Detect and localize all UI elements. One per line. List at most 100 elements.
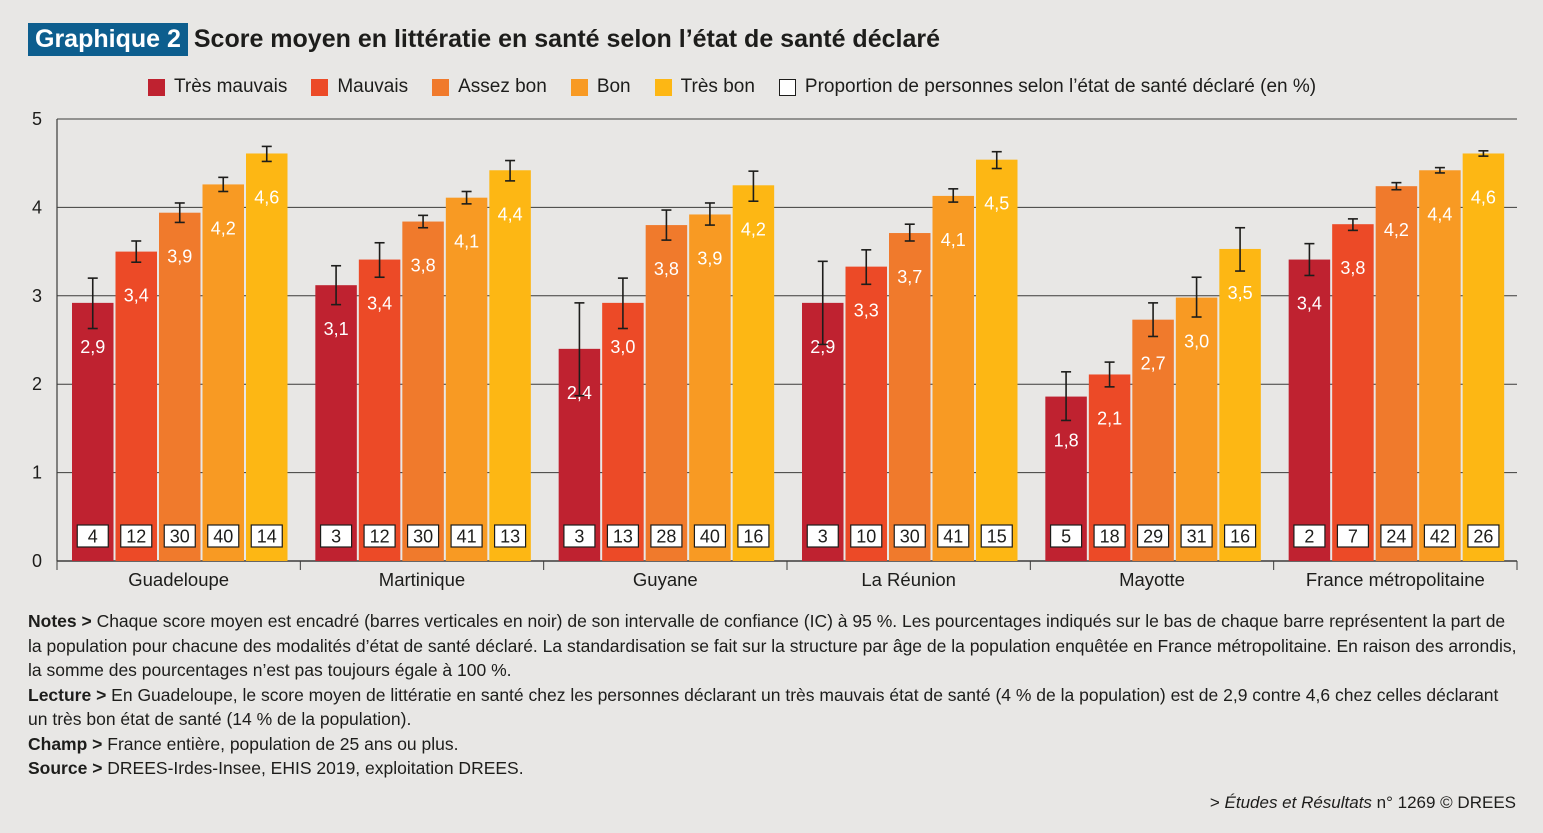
bar-value-label: 3,8	[1340, 258, 1365, 278]
proportion-box	[493, 524, 527, 548]
proportion-label: 14	[257, 527, 277, 547]
legend-item-mauvais: Mauvais	[311, 76, 408, 98]
proportion-label: 13	[500, 527, 520, 547]
bar	[1375, 186, 1418, 561]
bar-value-label: 3,7	[897, 267, 922, 287]
source-paragraph: Source > DREES-Irdes-Insee, EHIS 2019, e…	[28, 756, 1518, 781]
bar	[1419, 170, 1461, 561]
legend-swatch	[148, 78, 165, 96]
figure-tag: Graphique 2	[28, 22, 188, 56]
proportion-label: 7	[1348, 527, 1358, 547]
bar	[1332, 224, 1374, 562]
bar-value-label: 4,1	[941, 230, 966, 250]
credit-line: > Études et Résultats n° 1269 © DREES	[1210, 793, 1516, 813]
notes-text: Chaque score moyen est encadré (barres v…	[28, 611, 1517, 680]
proportion-label: 31	[1187, 527, 1207, 547]
legend-swatch-proportion	[778, 78, 796, 96]
proportion-label: 28	[656, 527, 676, 547]
proportion-label: 16	[743, 527, 763, 547]
legend-item-assez-bon: Assez bon	[432, 76, 547, 98]
bar-value-label: 3,5	[1228, 283, 1253, 303]
bar-value-label: 4,4	[1427, 204, 1452, 224]
proportion-box	[1223, 524, 1257, 548]
notes-paragraph: Notes > Chaque score moyen est encadré (…	[28, 609, 1518, 683]
legend-item-tres-mauvais: Très mauvais	[148, 76, 287, 98]
legend-swatch	[570, 78, 588, 96]
proportion-box	[1136, 524, 1170, 548]
legend-label-proportion: Proportion de personnes selon l’état de …	[804, 76, 1317, 97]
bar	[889, 233, 931, 561]
notes-label: Notes >	[28, 611, 92, 631]
bar-value-label: 3,9	[167, 247, 192, 267]
legend: Très mauvais Mauvais Assez bon Bon Très …	[148, 74, 1340, 100]
bar-value-label: 4,1	[454, 232, 479, 252]
bar	[1132, 319, 1174, 561]
y-tick-label: 5	[32, 109, 42, 129]
proportion-box	[163, 524, 196, 548]
legend-item-tres-bon: Très bon	[654, 76, 755, 98]
champ-paragraph: Champ > France entière, population de 25…	[28, 732, 1518, 757]
legend-swatch	[432, 78, 450, 96]
proportion-label: 41	[943, 527, 963, 547]
x-category-label: France métropolitaine	[1306, 569, 1485, 590]
bar	[845, 266, 887, 561]
bar	[202, 184, 244, 561]
legend-label: Bon	[596, 76, 631, 97]
bar	[1175, 297, 1218, 561]
proportion-box	[450, 524, 483, 548]
y-tick-label: 0	[32, 551, 42, 571]
proportion-label: 24	[1386, 527, 1406, 547]
bar-value-label: 3,4	[367, 294, 392, 314]
proportion-box	[319, 524, 353, 548]
lecture-paragraph: Lecture > En Guadeloupe, le score moyen …	[28, 683, 1518, 732]
proportion-label: 41	[457, 527, 477, 547]
bar-value-label: 4,5	[984, 194, 1009, 214]
bar-value-label: 3,1	[324, 319, 349, 339]
proportion-label: 4	[88, 527, 98, 547]
bar	[802, 302, 844, 561]
proportion-label: 15	[987, 527, 1007, 547]
legend-label: Très mauvais	[174, 76, 288, 97]
bar	[1288, 259, 1331, 561]
bar-value-label: 3,9	[697, 248, 722, 268]
proportion-box	[250, 524, 283, 548]
bar	[1219, 248, 1261, 561]
bar-value-label: 3,8	[411, 256, 436, 276]
proportion-box	[980, 524, 1013, 548]
x-category-label: Mayotte	[1119, 569, 1185, 590]
y-tick-label: 3	[32, 286, 42, 306]
bar-value-label: 4,6	[1471, 187, 1496, 207]
y-tick-label: 2	[32, 374, 42, 394]
proportion-box	[650, 524, 683, 548]
bar	[732, 185, 775, 562]
proportion-box	[606, 524, 640, 548]
proportion-label: 30	[900, 527, 920, 547]
proportion-box	[1049, 524, 1083, 548]
x-category-label: Martinique	[379, 569, 465, 590]
proportion-label: 12	[370, 527, 390, 547]
bar	[932, 195, 974, 561]
legend-label: Mauvais	[337, 76, 409, 97]
proportion-box	[1467, 524, 1500, 548]
bar	[976, 159, 1018, 561]
bar	[445, 197, 488, 561]
bar-value-label: 2,9	[80, 337, 105, 357]
source-text: DREES-Irdes-Insee, EHIS 2019, exploitati…	[102, 758, 524, 778]
proportion-box	[737, 524, 770, 548]
legend-item-bon: Bon	[570, 76, 631, 98]
credit-prefix: >	[1209, 793, 1225, 812]
bar-value-label: 2,1	[1097, 408, 1122, 428]
lecture-text: En Guadeloupe, le score moyen de littéra…	[28, 684, 1499, 730]
credit-publication: Études et Résultats	[1224, 793, 1372, 812]
proportion-box	[1380, 524, 1413, 548]
proportion-label: 42	[1430, 527, 1450, 547]
proportion-label: 2	[1304, 527, 1314, 547]
bar-value-label: 3,8	[654, 259, 679, 279]
proportion-label: 3	[574, 527, 584, 547]
proportion-label: 18	[1100, 527, 1120, 547]
proportion-box	[1093, 524, 1126, 548]
proportion-box	[893, 524, 926, 548]
bar	[689, 214, 731, 562]
bar-value-label: 4,6	[254, 187, 279, 207]
chart-title: Score moyen en littératie en santé selon…	[193, 25, 940, 53]
